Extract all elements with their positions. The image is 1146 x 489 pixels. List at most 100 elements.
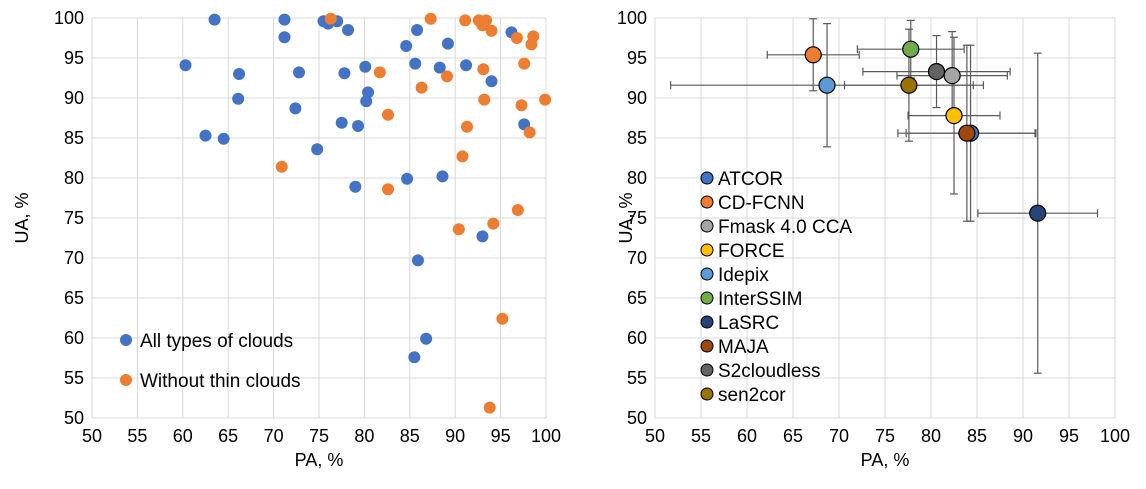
y-tick-label: 90 — [627, 88, 647, 108]
data-point-s2cloudless — [927, 62, 946, 81]
y-tick-label: 70 — [64, 248, 84, 268]
legend-label: sen2cor — [718, 385, 786, 406]
data-point-all-types — [278, 13, 291, 26]
y-tick-label: 90 — [64, 88, 84, 108]
data-point-maja — [958, 124, 976, 142]
y-tick-label: 75 — [64, 208, 84, 228]
data-point-without-thin — [525, 38, 538, 51]
data-point-all-types — [433, 61, 446, 74]
legend-marker — [120, 374, 132, 386]
y-tick-label: 55 — [627, 368, 647, 388]
y-tick-label: 85 — [627, 128, 647, 148]
x-tick-label: 75 — [875, 426, 895, 446]
x-axis-label: PA, % — [861, 450, 910, 470]
y-tick-label: 70 — [627, 248, 647, 268]
legend-label: InterSSIM — [718, 289, 802, 310]
y-tick-label: 65 — [627, 288, 647, 308]
data-point-all-types — [485, 75, 498, 88]
x-tick-label: 95 — [1059, 426, 1079, 446]
data-point-without-thin — [441, 70, 454, 83]
data-point-all-types — [436, 170, 449, 183]
data-point-all-types — [476, 230, 489, 243]
data-point-all-types — [400, 40, 413, 52]
data-point-all-types — [409, 57, 422, 70]
data-point-all-types — [349, 180, 362, 193]
data-point-all-types — [293, 66, 306, 79]
legend-marker — [700, 387, 714, 401]
legend-label: Without thin clouds — [140, 371, 301, 392]
x-tick-label: 70 — [829, 426, 849, 446]
y-tick-label: 50 — [64, 408, 84, 428]
data-point-without-thin — [275, 160, 288, 173]
data-point-without-thin — [382, 108, 395, 121]
x-tick-label: 50 — [82, 426, 102, 446]
data-point-all-types — [217, 132, 230, 145]
x-tick-label: 50 — [645, 426, 665, 446]
data-point-all-types — [278, 31, 291, 44]
legend-marker — [700, 195, 714, 209]
data-point-without-thin — [415, 81, 428, 94]
y-tick-label: 80 — [627, 168, 647, 188]
x-tick-label: 95 — [491, 426, 511, 446]
data-point-sen2cor — [900, 76, 918, 94]
x-tick-label: 55 — [691, 426, 711, 446]
legend-marker — [700, 291, 714, 305]
legend-marker — [700, 339, 714, 353]
y-tick-label: 65 — [64, 288, 84, 308]
y-tick-label: 100 — [617, 8, 647, 28]
data-point-without-thin — [478, 93, 491, 106]
legend-marker — [700, 219, 714, 233]
y-tick-label: 60 — [64, 328, 84, 348]
data-point-all-types — [338, 67, 351, 80]
x-tick-label: 90 — [445, 426, 465, 446]
data-point-all-types — [335, 116, 348, 129]
y-tick-label: 85 — [64, 128, 84, 148]
data-point-without-thin — [461, 120, 474, 133]
data-point-all-types — [411, 254, 424, 267]
data-point-without-thin — [485, 24, 498, 37]
data-point-without-thin — [483, 401, 496, 414]
x-tick-label: 85 — [400, 426, 420, 446]
data-point-all-types — [360, 95, 373, 108]
data-point-without-thin — [518, 57, 531, 70]
legend-label: MAJA — [718, 337, 769, 358]
legend-marker — [700, 267, 714, 281]
data-point-all-types — [289, 102, 302, 115]
x-tick-label: 80 — [354, 426, 374, 446]
data-point-without-thin — [424, 12, 437, 25]
legend-label: LaSRC — [718, 313, 779, 334]
legend-label: S2cloudless — [718, 361, 820, 382]
x-tick-label: 100 — [1100, 426, 1130, 446]
y-axis-label: UA, % — [12, 192, 32, 243]
data-point-without-thin — [476, 19, 489, 32]
data-point-all-types — [359, 60, 372, 73]
legend-marker — [700, 315, 714, 329]
x-tick-label: 85 — [967, 426, 987, 446]
data-point-all-types — [408, 351, 421, 364]
data-point-all-types — [460, 59, 473, 72]
legend-marker — [700, 243, 714, 257]
data-point-without-thin — [324, 12, 337, 25]
data-point-lasrc — [1029, 204, 1047, 222]
y-axis-label: UA, % — [616, 192, 636, 243]
x-tick-label: 100 — [531, 426, 561, 446]
x-tick-label: 75 — [309, 426, 329, 446]
x-tick-label: 55 — [127, 426, 147, 446]
y-tick-label: 100 — [54, 8, 84, 28]
legend-marker — [120, 334, 132, 346]
chart-1: 50 55 60 65 70 75 80 85 90 95 100 50 55 60 65 70 75 80 85 9… — [12, 8, 561, 470]
x-axis-label: PA, % — [295, 450, 344, 470]
data-point-all-types — [233, 68, 246, 80]
legend-marker — [700, 363, 714, 377]
data-point-without-thin — [459, 14, 472, 27]
data-point-without-thin — [523, 126, 536, 139]
data-point-without-thin — [452, 223, 465, 236]
legend-label: CD-FCNN — [718, 193, 805, 214]
data-point-without-thin — [487, 217, 500, 230]
data-point-idepix — [818, 76, 836, 94]
data-point-without-thin — [373, 66, 386, 79]
data-point-all-types — [311, 143, 324, 156]
y-tick-label: 75 — [627, 208, 647, 228]
legend-label: FORCE — [718, 241, 785, 262]
